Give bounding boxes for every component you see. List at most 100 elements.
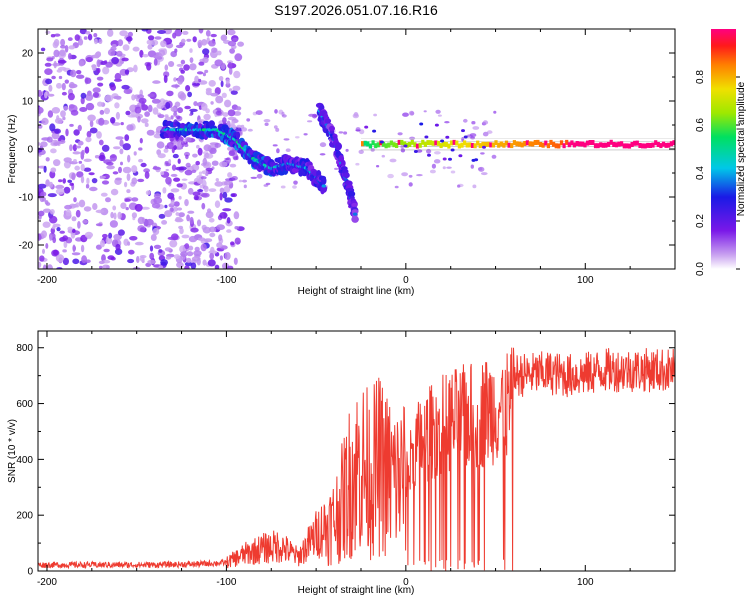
noise-blob bbox=[474, 158, 479, 162]
noise-blob bbox=[127, 241, 131, 246]
noise-blob bbox=[105, 197, 111, 203]
noise-blob bbox=[228, 150, 235, 157]
noise-blob bbox=[157, 153, 166, 159]
noise-blob bbox=[115, 111, 120, 120]
spectrogram-ytick-label: 10 bbox=[22, 97, 34, 108]
noise-blob bbox=[186, 214, 191, 222]
noise-blob bbox=[137, 116, 141, 123]
noise-blob bbox=[62, 178, 66, 184]
noise-blob bbox=[98, 117, 105, 126]
noise-blob bbox=[197, 189, 204, 193]
noise-blob bbox=[47, 110, 54, 118]
noise-blob bbox=[482, 131, 489, 137]
noise-blob bbox=[319, 153, 326, 156]
noise-blob bbox=[41, 197, 47, 202]
noise-blob bbox=[127, 31, 133, 37]
noise-blob bbox=[200, 176, 207, 180]
noise-blob bbox=[224, 99, 232, 108]
steady-tone-segment bbox=[434, 140, 438, 146]
noise-blob bbox=[426, 148, 432, 154]
steady-tone-segment bbox=[528, 141, 532, 147]
noise-blob bbox=[189, 57, 194, 63]
noise-blob bbox=[95, 244, 102, 250]
noise-blob bbox=[98, 154, 106, 162]
noise-blob bbox=[246, 118, 251, 122]
noise-blob bbox=[178, 195, 182, 200]
noise-blob bbox=[198, 78, 202, 83]
steady-tone-segment bbox=[497, 142, 501, 148]
noise-blob bbox=[96, 67, 101, 74]
noise-blob bbox=[119, 30, 128, 37]
noise-blob bbox=[184, 151, 190, 157]
noise-blob bbox=[224, 158, 231, 160]
steady-tone-segment bbox=[562, 143, 566, 149]
noise-blob bbox=[173, 145, 177, 151]
noise-blob bbox=[124, 198, 131, 202]
noise-blob bbox=[102, 233, 108, 239]
noise-blob bbox=[126, 173, 131, 182]
steady-tone-segment bbox=[609, 139, 613, 145]
noise-blob bbox=[139, 137, 143, 144]
noise-blob bbox=[134, 241, 144, 246]
noise-blob bbox=[115, 243, 121, 251]
noise-blob bbox=[192, 36, 197, 43]
noise-blob bbox=[43, 165, 47, 173]
noise-blob bbox=[222, 117, 227, 124]
noise-blob bbox=[152, 166, 162, 170]
noise-blob bbox=[65, 209, 72, 217]
noise-blob bbox=[274, 109, 278, 114]
noise-blob bbox=[137, 94, 145, 99]
noise-blob bbox=[73, 197, 77, 203]
noise-blob bbox=[56, 115, 60, 121]
noise-blob bbox=[76, 74, 85, 79]
noise-blob bbox=[434, 151, 441, 155]
noise-blob bbox=[186, 251, 194, 257]
noise-blob bbox=[448, 157, 452, 161]
snr-xtick-label: 100 bbox=[577, 577, 594, 588]
noise-blob bbox=[219, 161, 228, 168]
noise-blob bbox=[214, 200, 221, 208]
noise-blob bbox=[50, 209, 55, 215]
noise-blob bbox=[180, 141, 186, 146]
noise-blob bbox=[205, 167, 213, 172]
noise-blob bbox=[189, 216, 194, 225]
noise-blob bbox=[87, 114, 96, 122]
noise-blob bbox=[276, 148, 280, 154]
noise-blob bbox=[184, 199, 189, 207]
steady-tone-segment bbox=[491, 142, 495, 148]
noise-blob bbox=[146, 129, 155, 136]
noise-blob bbox=[45, 243, 49, 249]
steady-tone-segment bbox=[473, 143, 477, 149]
noise-blob bbox=[102, 264, 110, 269]
steady-tone-segment bbox=[578, 141, 582, 147]
steady-tone-segment bbox=[444, 142, 448, 147]
noise-blob bbox=[227, 172, 233, 178]
noise-blob bbox=[76, 171, 84, 178]
noise-blob bbox=[108, 232, 113, 239]
noise-blob bbox=[180, 251, 188, 257]
noise-blob bbox=[100, 175, 106, 179]
noise-blob bbox=[104, 107, 110, 115]
noise-blob bbox=[70, 109, 79, 116]
noise-blob bbox=[434, 123, 439, 127]
noise-blob bbox=[173, 177, 181, 182]
steady-tone-segment bbox=[476, 140, 480, 146]
noise-blob bbox=[177, 107, 184, 114]
noise-blob bbox=[187, 187, 194, 195]
noise-blob bbox=[233, 70, 241, 79]
noise-blob bbox=[185, 162, 191, 168]
noise-blob bbox=[203, 113, 211, 121]
noise-blob bbox=[63, 240, 68, 248]
noise-blob bbox=[381, 154, 385, 158]
noise-blob bbox=[185, 137, 192, 142]
noise-blob bbox=[116, 50, 123, 57]
noise-blob bbox=[190, 262, 197, 269]
noise-blob bbox=[45, 202, 51, 206]
noise-blob bbox=[319, 142, 327, 148]
steady-tone-segment bbox=[586, 140, 590, 146]
noise-blob bbox=[41, 117, 49, 125]
noise-blob bbox=[170, 199, 175, 206]
noise-blob bbox=[214, 142, 221, 148]
noise-blob bbox=[98, 38, 103, 45]
noise-blob bbox=[225, 178, 232, 182]
